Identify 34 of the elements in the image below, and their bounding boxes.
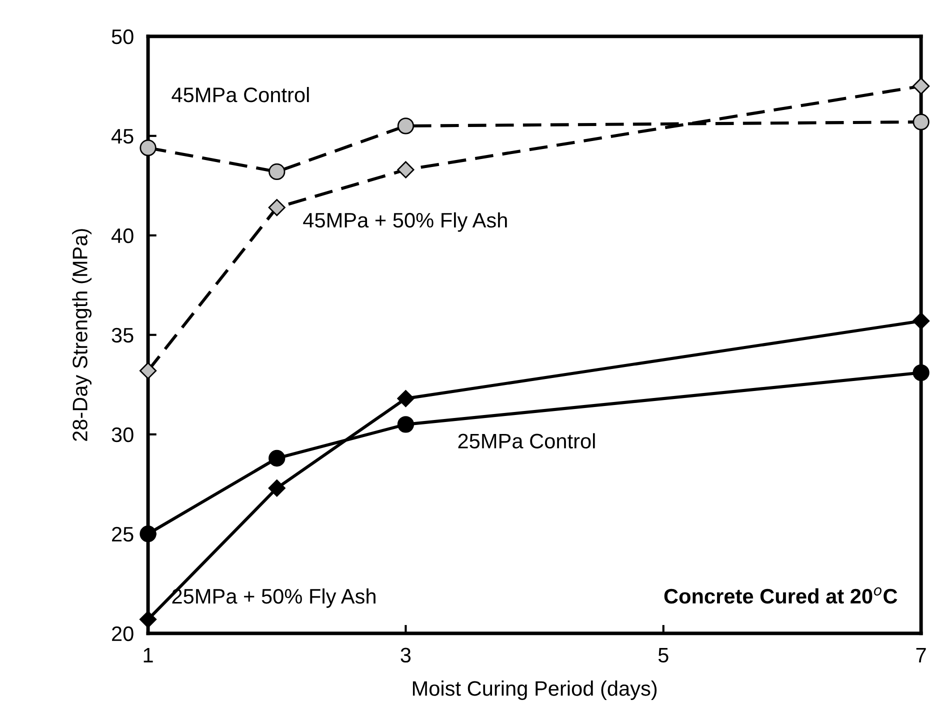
point: [268, 480, 286, 497]
text: 45MPa Control: [172, 86, 309, 102]
annotation: Concrete Cured at 20$^{o}$C: [664, 587, 898, 604]
point: [397, 390, 414, 408]
point: [912, 114, 930, 130]
series-label: 25MPa + 50% Fly Ash: [172, 588, 376, 608]
point: [397, 118, 414, 134]
point: [140, 140, 156, 156]
point: [268, 163, 286, 180]
x-tick-label: 7: [916, 648, 926, 662]
x-tick-label: 5: [658, 648, 668, 663]
series-label: 45MPa + 50% Fly Ash: [303, 212, 507, 232]
y-axis-title: 28-Day Strength (MPa): [72, 229, 92, 441]
point: [397, 416, 414, 433]
x-tick-label: 3: [400, 648, 411, 663]
y-tick-label: 40: [111, 228, 134, 244]
y-tick-label: 45: [111, 129, 134, 144]
point: [912, 78, 930, 95]
series-label: 25MPa Control: [458, 433, 595, 449]
point: [139, 362, 157, 380]
y-tick-label: 30: [112, 427, 134, 442]
x-tick-label: 1: [144, 648, 153, 662]
y-tick-label: 20: [112, 626, 134, 642]
y-tick-label: 35: [112, 328, 134, 343]
x-axis-title: Moist Curing Period (days): [412, 680, 657, 700]
point: [397, 161, 414, 178]
point: [268, 198, 286, 216]
point: [140, 526, 156, 542]
y-tick-label: 25: [112, 526, 134, 542]
point: [268, 450, 286, 467]
point: [912, 312, 930, 330]
point: [139, 610, 157, 628]
point: [912, 364, 930, 382]
y-tick-label: 50: [112, 29, 134, 44]
